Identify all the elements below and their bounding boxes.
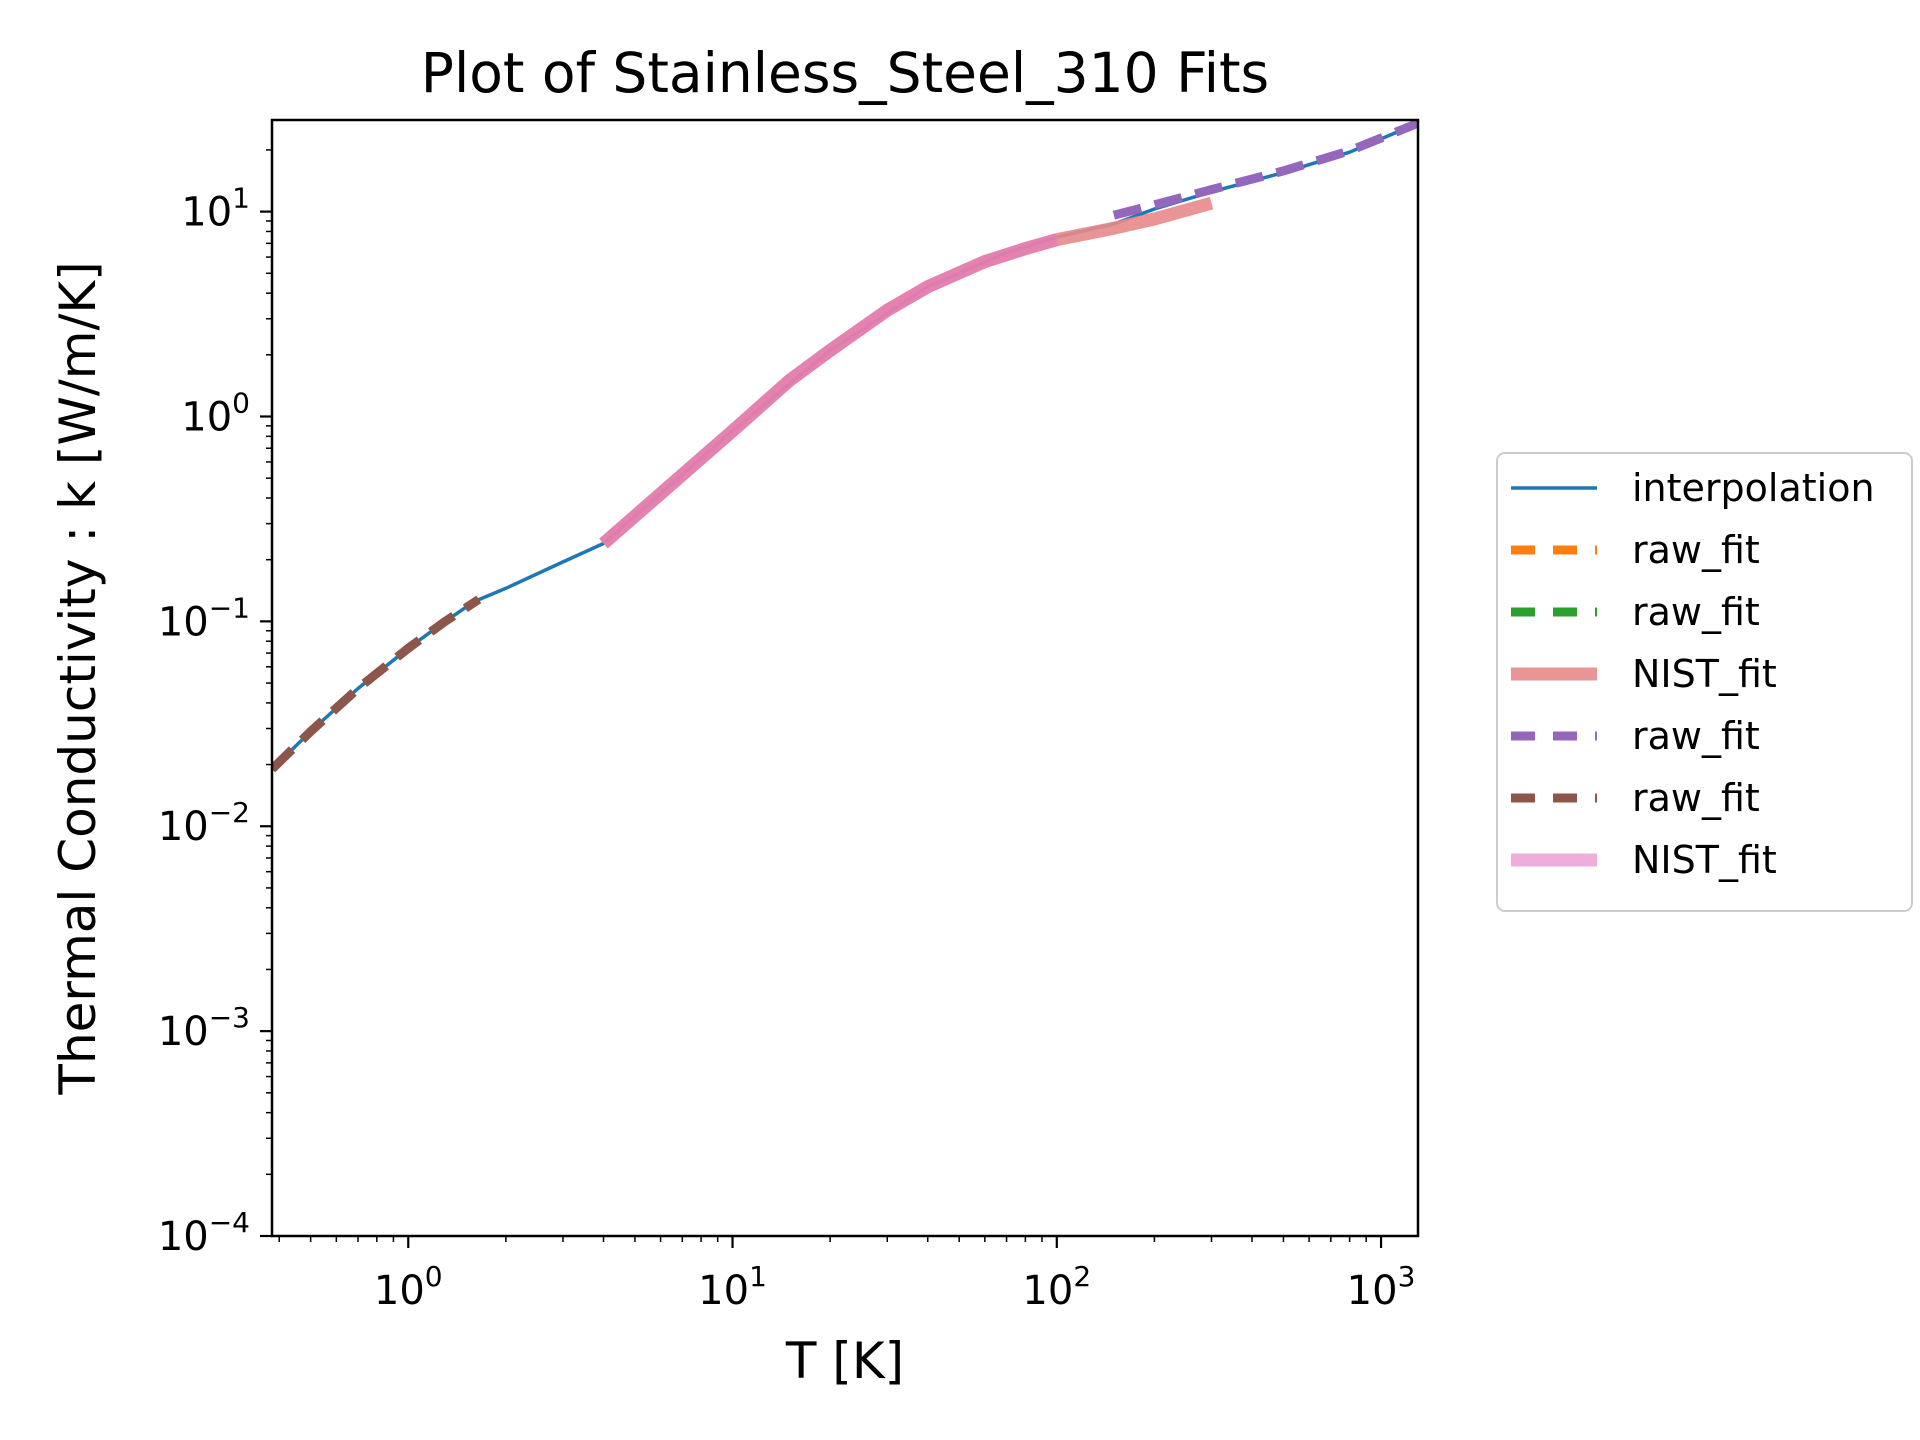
legend-label-5: raw_fit: [1632, 776, 1760, 820]
legend-label-1: raw_fit: [1632, 528, 1760, 572]
plot-area: [272, 120, 1418, 773]
x-tick-exponent: 1: [749, 1260, 767, 1293]
y-tick-exponent: −4: [209, 1206, 250, 1239]
legend-label-3: NIST_fit: [1632, 652, 1777, 696]
legend-label-4: raw_fit: [1632, 714, 1760, 758]
y-tick-label-0: 10−4: [158, 1206, 250, 1260]
axes-frame: [270, 118, 1420, 1238]
x-tick-exponent: 0: [425, 1260, 443, 1293]
y-tick-base: 10: [158, 804, 209, 850]
chart-title: Plot of Stainless_Steel_310 Fits: [421, 41, 1269, 105]
y-tick-base: 10: [158, 1214, 209, 1260]
x-tick-exponent: 2: [1073, 1260, 1091, 1293]
y-axis-label: Thermal Conductivity : k [W/m/K]: [49, 261, 107, 1095]
y-tick-label-1: 10−3: [158, 1001, 250, 1055]
y-tick-label-2: 10−2: [158, 796, 250, 850]
series-line-4: [1112, 120, 1418, 220]
y-tick-exponent: −3: [209, 1001, 250, 1034]
legend-label-2: raw_fit: [1632, 590, 1760, 634]
y-tick-base: 10: [158, 599, 209, 645]
y-tick-exponent: −2: [209, 796, 250, 829]
x-axis-label: T [K]: [785, 1332, 904, 1390]
x-tick-base: 10: [374, 1268, 425, 1314]
x-tick-base: 10: [1347, 1268, 1398, 1314]
x-tick-base: 10: [1022, 1268, 1073, 1314]
x-tick-label-1: 101: [698, 1260, 767, 1314]
series-line-6: [599, 233, 1059, 549]
y-tick-exponent: −1: [209, 591, 250, 624]
x-tick-label-3: 103: [1347, 1260, 1416, 1314]
x-tick-exponent: 3: [1398, 1260, 1416, 1293]
y-tick-base: 10: [181, 190, 232, 236]
y-tick-exponent: 1: [232, 182, 250, 215]
legend-label-0: interpolation: [1632, 466, 1875, 510]
legend-label-6: NIST_fit: [1632, 838, 1777, 882]
legend-box: [1496, 452, 1913, 912]
x-tick-base: 10: [698, 1268, 749, 1314]
y-tick-label-5: 101: [181, 182, 250, 236]
x-tick-label-2: 102: [1022, 1260, 1091, 1314]
y-tick-label-3: 10−1: [158, 591, 250, 645]
y-tick-base: 10: [181, 394, 232, 440]
y-tick-label-4: 100: [181, 386, 250, 440]
x-tick-label-0: 100: [374, 1260, 443, 1314]
y-tick-exponent: 0: [232, 386, 250, 419]
series-line-5: [272, 595, 482, 773]
legend: interpolation raw_fit raw_fit NIST_fit raw_f…: [1496, 452, 1913, 912]
y-tick-base: 10: [158, 1009, 209, 1055]
